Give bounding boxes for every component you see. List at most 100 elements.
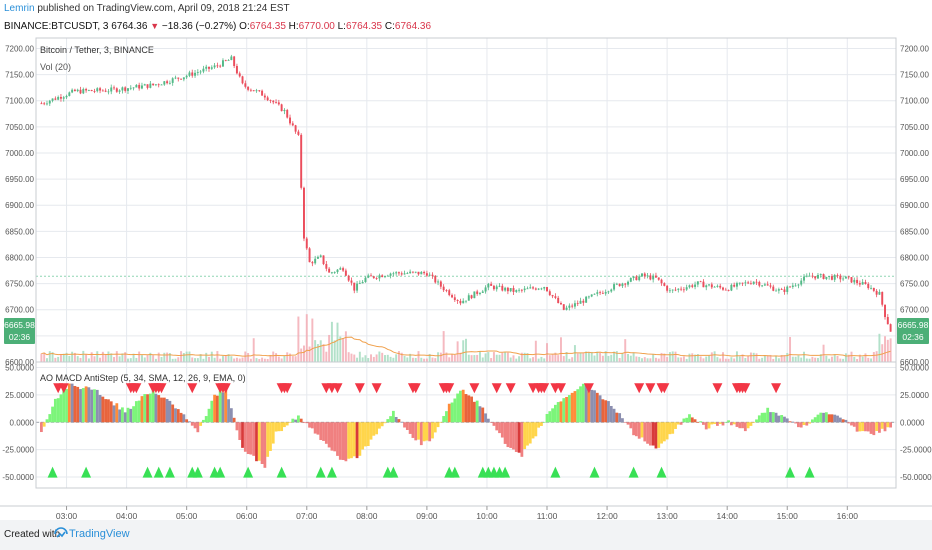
candle-body <box>280 104 283 112</box>
osc-bar <box>65 388 68 423</box>
candle-body <box>266 97 269 101</box>
volume-bar <box>487 352 490 362</box>
volume-bar <box>205 352 208 362</box>
sell-signal-marker <box>712 383 723 394</box>
volume-bar <box>484 353 487 362</box>
osc-bar <box>858 422 862 432</box>
candle-body <box>677 288 680 290</box>
osc-bar <box>746 422 750 429</box>
candle-body <box>763 284 766 286</box>
osc-bar <box>137 400 141 423</box>
osc-bar <box>56 398 60 423</box>
osc-bar <box>90 389 94 423</box>
sell-signal-marker <box>491 383 502 394</box>
volume-bar <box>557 355 560 362</box>
volume-bar <box>51 352 54 362</box>
candle-body <box>194 72 197 76</box>
osc-tick-right: -50.0000 <box>900 473 932 482</box>
osc-bar <box>218 391 222 423</box>
osc-bar <box>456 393 460 423</box>
osc-bar <box>288 422 292 423</box>
candle-body <box>154 84 157 86</box>
osc-bar <box>42 422 46 427</box>
candle-body <box>629 278 632 282</box>
tradingview-logo-icon[interactable] <box>53 526 69 542</box>
candle-body <box>590 294 593 297</box>
osc-bar <box>243 422 247 452</box>
candle-body <box>85 89 88 91</box>
osc-bar <box>824 412 828 423</box>
osc-bar <box>562 398 566 423</box>
volume-bar <box>668 352 671 362</box>
osc-bar <box>615 412 619 423</box>
volume-bar <box>73 352 76 362</box>
volume-bar <box>411 357 414 362</box>
symbol-label: BINANCE:BTCUSDT, 3 <box>4 21 109 32</box>
candle-body <box>82 89 85 94</box>
candle-body <box>73 89 76 92</box>
author-link[interactable]: Lemrin <box>4 3 35 14</box>
volume-bar <box>104 354 107 362</box>
candle-body <box>138 84 141 89</box>
osc-bar <box>126 407 130 423</box>
volume-bar <box>741 354 744 362</box>
volume-bar <box>364 355 367 362</box>
candle-body <box>559 303 562 305</box>
candle-body <box>747 282 750 284</box>
volume-bar <box>124 352 127 362</box>
volume-bar <box>498 354 501 362</box>
candle-body <box>210 67 213 69</box>
candle-body <box>269 100 272 101</box>
tradingview-brand[interactable]: TradingView <box>69 528 130 540</box>
chart-svg[interactable]: 7200.00 7200.00 7150.00 7150.00 7100.00 7100.… <box>0 36 932 521</box>
volume-bar <box>470 355 473 362</box>
candle-body <box>548 291 551 296</box>
candlesticks <box>40 54 892 332</box>
volume-bar <box>596 351 599 362</box>
candle-body <box>129 87 132 89</box>
volume-bar <box>194 358 197 362</box>
volume-bar <box>291 356 294 362</box>
osc-bar <box>271 422 275 444</box>
candle-body <box>635 276 638 281</box>
candle-body <box>339 268 342 270</box>
osc-bar <box>648 422 652 446</box>
volume-bar <box>518 356 521 362</box>
candle-body <box>696 281 699 285</box>
candle-body <box>573 303 576 307</box>
candle-body <box>205 66 208 69</box>
candle-body <box>610 289 613 292</box>
osc-bar <box>263 422 267 468</box>
sell-signal-marker <box>505 383 516 394</box>
volume-bar <box>786 352 789 362</box>
indicator-legend: AO MACD AntiStep (5, 34, SMA, 12, 26, 9,… <box>40 373 246 383</box>
osc-bar <box>221 392 225 423</box>
osc-bar <box>836 415 839 423</box>
osc-bar <box>274 422 278 432</box>
buy-signal-marker <box>656 466 667 478</box>
sell-signal-marker <box>771 383 782 394</box>
osc-bar <box>880 422 884 429</box>
candle-body <box>822 274 825 280</box>
osc-bar <box>51 406 54 423</box>
osc-bar <box>87 387 91 423</box>
time-tick-label: 15:00 <box>777 511 799 520</box>
volume-bar <box>861 356 864 362</box>
candle-body <box>618 283 621 287</box>
osc-bar <box>883 422 887 432</box>
price-tick-left: 7100.00 <box>5 97 34 106</box>
candle-body <box>722 287 724 290</box>
chart-area[interactable]: 7200.00 7200.00 7150.00 7150.00 7100.00 7100.… <box>0 36 932 521</box>
footer-bar: Created with TradingView <box>0 520 932 550</box>
osc-bar <box>378 422 381 429</box>
open-label: O: <box>239 21 250 32</box>
osc-bar <box>327 422 331 448</box>
volume-bar <box>599 352 602 362</box>
volume-bar <box>182 353 185 362</box>
volume-bar <box>344 331 347 362</box>
time-tick-label: 14:00 <box>717 511 739 520</box>
candle-body <box>330 272 333 274</box>
volume-bar <box>96 351 99 362</box>
osc-tick-right: -25.0000 <box>900 446 932 455</box>
volume-bar <box>652 353 655 362</box>
